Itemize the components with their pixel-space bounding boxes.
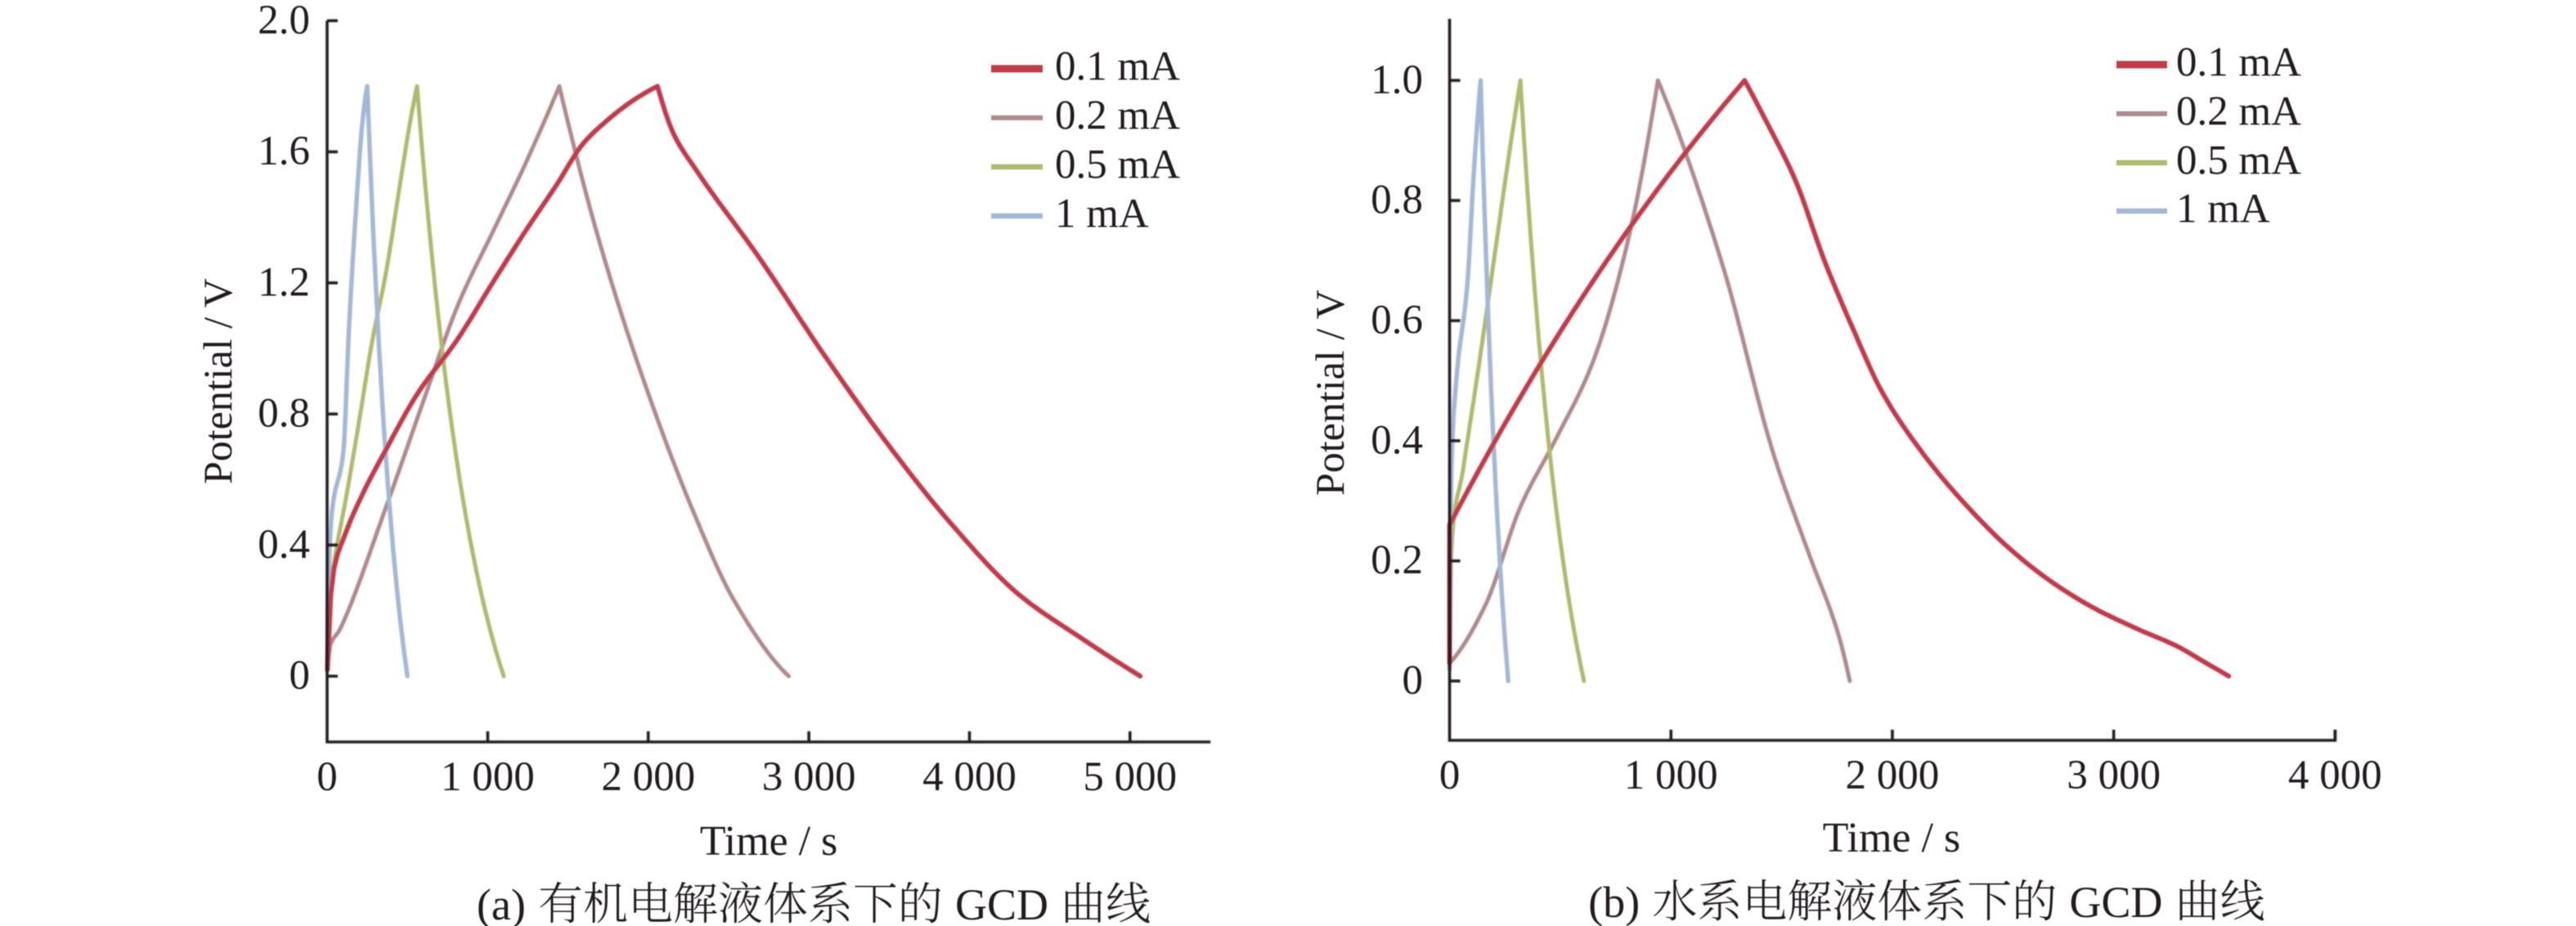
svg-text:0.6: 0.6: [1371, 298, 1423, 344]
svg-text:1 000: 1 000: [441, 754, 535, 800]
svg-text:2.0: 2.0: [258, 0, 310, 43]
svg-text:0: 0: [316, 754, 338, 800]
svg-text:0.2: 0.2: [1371, 537, 1423, 583]
svg-text:0: 0: [1439, 753, 1461, 798]
svg-text:0: 0: [1402, 658, 1424, 703]
svg-text:0.8: 0.8: [1371, 178, 1423, 223]
svg-text:Potential / V: Potential / V: [195, 278, 240, 484]
svg-text:0.4: 0.4: [1371, 417, 1423, 463]
svg-text:5 000: 5 000: [1083, 754, 1177, 800]
svg-text:0.8: 0.8: [258, 391, 310, 437]
svg-text:0.5 mA: 0.5 mA: [1055, 142, 1180, 188]
svg-text:3 000: 3 000: [2067, 753, 2161, 798]
svg-text:1 mA: 1 mA: [2176, 187, 2270, 232]
svg-text:0.5 mA: 0.5 mA: [2176, 138, 2301, 184]
svg-text:2 000: 2 000: [1846, 753, 1940, 798]
svg-text:0.1 mA: 0.1 mA: [2176, 40, 2301, 86]
svg-text:GCD: GCD: [2070, 878, 2163, 926]
svg-text:0.4: 0.4: [258, 522, 310, 568]
svg-text:1 mA: 1 mA: [1055, 191, 1149, 237]
svg-text:Time / s: Time / s: [700, 818, 838, 865]
svg-text:4 000: 4 000: [2288, 753, 2382, 798]
svg-text:Potential / V: Potential / V: [1307, 290, 1353, 496]
svg-text:0.1 mA: 0.1 mA: [1055, 44, 1180, 90]
svg-text:1.6: 1.6: [258, 128, 310, 174]
svg-text:1 000: 1 000: [1624, 753, 1718, 798]
svg-text:GCD: GCD: [955, 880, 1048, 926]
svg-text:1.2: 1.2: [258, 259, 310, 305]
svg-text:(a): (a): [477, 880, 526, 926]
svg-text:3 000: 3 000: [762, 754, 856, 800]
svg-text:4 000: 4 000: [922, 754, 1016, 800]
svg-text:(b): (b): [1588, 878, 1640, 926]
svg-text:0: 0: [289, 653, 311, 699]
svg-text:0.2 mA: 0.2 mA: [1055, 93, 1180, 139]
svg-text:0.2 mA: 0.2 mA: [2176, 89, 2301, 135]
svg-text:2 000: 2 000: [601, 754, 695, 800]
svg-text:Time / s: Time / s: [1823, 815, 1961, 861]
svg-text:1.0: 1.0: [1371, 57, 1423, 103]
